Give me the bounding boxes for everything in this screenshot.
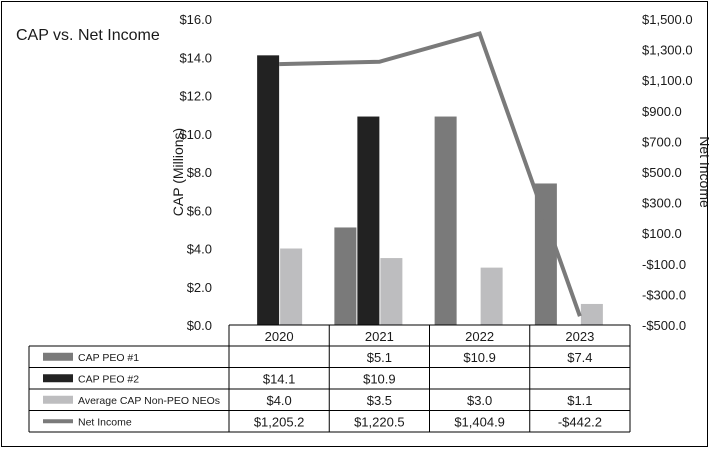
category-label-2023: 2023 <box>565 329 594 344</box>
y-tick-label: $12.0 <box>179 89 212 104</box>
table-cell: $1,404.9 <box>454 414 505 429</box>
bars <box>257 55 603 326</box>
table-cell: $1.1 <box>567 393 592 408</box>
y2-tick-label: -$300.0 <box>642 287 686 302</box>
y2-tick-label: $1,100.0 <box>642 73 693 88</box>
bar-cap-peo-2-2021 <box>357 116 380 325</box>
table-cell: $1,205.2 <box>254 414 305 429</box>
y-tick-label: $4.0 <box>187 242 212 257</box>
legend-swatch-average-cap-non-peo-neos <box>43 395 73 404</box>
y2-tick-label: $1,500.0 <box>642 12 693 27</box>
y-axis-ticks: $0.0 $2.0 $4.0 $6.0 $8.0 $10.0 $12.0 $14.0 $16.0 <box>179 12 212 333</box>
y-tick-label: $16.0 <box>179 12 212 27</box>
bar-cap-peo-2-2020 <box>257 55 280 326</box>
y2-tick-label: $700.0 <box>642 134 682 149</box>
y-tick-label: $0.0 <box>187 318 212 333</box>
legend-swatch-cap-peo-2 <box>43 374 73 383</box>
net-income-line-group <box>279 31 582 317</box>
table-cell: -$442.2 <box>558 414 602 429</box>
table-cell: $3.5 <box>367 393 392 408</box>
legend-label: Net Income <box>78 416 132 428</box>
data-table: 2020 2021 2022 2023 CAP PEO #1 $5.1 $10.9 $7.4 C… <box>28 324 631 433</box>
bar-average-cap-non-peo-neos-2023 <box>580 303 603 325</box>
y-tick-label: $2.0 <box>187 280 212 295</box>
y2-tick-label: $100.0 <box>642 226 682 241</box>
y2-tick-label: $300.0 <box>642 196 682 211</box>
net-income-line <box>279 31 582 317</box>
y-tick-label: $10.0 <box>179 127 212 142</box>
legend-label: CAP PEO #1 <box>78 352 139 364</box>
bar-cap-peo-1-2023 <box>534 183 557 325</box>
table-cell: $4.0 <box>266 393 291 408</box>
y2-axis-title: Net Income <box>697 136 709 208</box>
bar-cap-peo-1-2022 <box>434 116 457 325</box>
table-cell: $10.9 <box>363 371 396 386</box>
table-cell: $14.1 <box>263 371 296 386</box>
chart-title: CAP vs. Net Income <box>16 27 160 44</box>
y2-tick-label: -$100.0 <box>642 257 686 272</box>
y-tick-label: $8.0 <box>187 165 212 180</box>
y2-tick-label: $900.0 <box>642 104 682 119</box>
category-label-2021: 2021 <box>365 329 394 344</box>
legend-label: CAP PEO #2 <box>78 373 139 385</box>
y-axis-title: CAP (Millions) <box>170 128 186 216</box>
legend-label: Average CAP Non-PEO NEOs <box>78 395 220 407</box>
y2-axis-ticks: -$500.0 -$300.0 -$100.0 $100.0 $300.0 $500.0 $… <box>642 12 693 333</box>
legend-swatch-cap-peo-1 <box>43 352 73 361</box>
category-label-2022: 2022 <box>465 329 494 344</box>
y2-tick-label: $1,300.0 <box>642 43 693 58</box>
table-cell: $1,220.5 <box>354 414 405 429</box>
table-cell: $5.1 <box>367 350 392 365</box>
table-cell: $10.9 <box>463 350 496 365</box>
category-label-2020: 2020 <box>265 329 294 344</box>
bar-cap-peo-1-2021 <box>334 227 357 325</box>
table-cell: $7.4 <box>567 350 592 365</box>
y2-tick-label: -$500.0 <box>642 318 686 333</box>
y-tick-label: $6.0 <box>187 203 212 218</box>
bar-average-cap-non-peo-neos-2022 <box>480 267 503 325</box>
bar-average-cap-non-peo-neos-2020 <box>280 248 303 325</box>
y-tick-label: $14.0 <box>179 50 212 65</box>
bar-average-cap-non-peo-neos-2021 <box>380 258 403 325</box>
table-cell: $3.0 <box>467 393 492 408</box>
y2-tick-label: $500.0 <box>642 165 682 180</box>
